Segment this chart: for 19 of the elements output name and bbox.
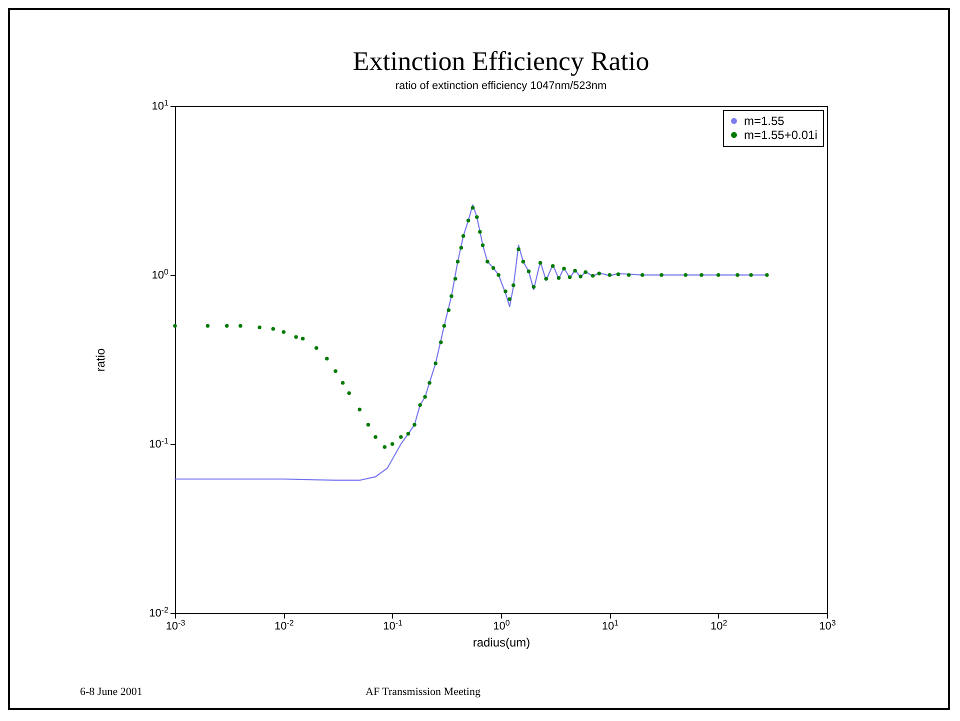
y-tick-label: 10$^{1}$ — [152, 98, 170, 112]
text: 6-8 June 2001 — [80, 686, 142, 698]
x-tick-label: 10$^{3}$ — [819, 618, 836, 632]
y-tick-label: 10$^{-2}$ — [149, 605, 170, 620]
x-tick-label: 10$^{-1}$ — [383, 618, 404, 632]
y-tick-label: 10$^{0}$ — [152, 267, 170, 282]
x-tick-label: 10$^{-3}$ — [166, 618, 186, 632]
legend-label: m=1.55 — [744, 114, 785, 128]
x-tick-label: 10$^{2}$ — [710, 618, 728, 632]
chart-subtitle: ratio of extinction efficiency 1047nm/523nm — [395, 80, 607, 92]
text: AF Transmission Meeting — [366, 686, 480, 698]
legend-label: m=1.55+0.01i — [744, 128, 818, 142]
x-tick-label: 10$^{-2}$ — [274, 618, 294, 632]
x-tick-label: 10$^{0}$ — [493, 618, 510, 632]
x-axis-title: radius(um) — [472, 636, 530, 650]
x-tick-label: 10$^{1}$ — [602, 618, 620, 632]
y-tick-label: 10$^{-1}$ — [149, 436, 170, 450]
y-axis-title: ratio — [94, 348, 108, 372]
chart-title: Extinction Efficiency Ratio — [352, 46, 650, 76]
